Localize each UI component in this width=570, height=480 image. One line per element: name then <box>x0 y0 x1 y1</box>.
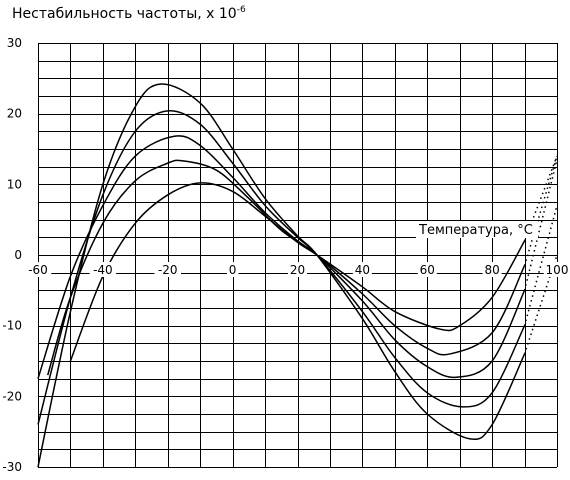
y-tick-label-1: 20 <box>7 107 22 121</box>
curves <box>37 83 558 468</box>
x-tick-bg-3 <box>226 262 239 277</box>
x-tick-label-5: 40 <box>355 263 370 277</box>
y-tick-label-6: -30 <box>2 460 22 474</box>
x-tick-bg-6 <box>417 262 437 277</box>
x-tick-bg-2 <box>154 262 181 277</box>
x-tick-bg-8 <box>543 262 570 277</box>
curve-2-dotted <box>523 159 558 291</box>
y-tick-label-0: 30 <box>7 36 22 50</box>
x-axis-label-background <box>416 221 538 238</box>
curve-1-dotted <box>523 205 558 326</box>
curve-3-solid <box>47 159 526 376</box>
y-tick-label-5: -20 <box>2 389 22 403</box>
x-tick-label-7: 80 <box>484 263 499 277</box>
curve-1-solid <box>37 109 526 425</box>
x-tick-label-0: -60 <box>28 263 48 277</box>
grid <box>38 43 558 468</box>
x-tick-label-8: 100 <box>546 263 569 277</box>
y-tick-labels: 30 20 10 0 -10 -20 -30 <box>2 36 22 474</box>
x-tick-label-1: -40 <box>93 263 113 277</box>
chart-title-exponent: -6 <box>237 5 246 15</box>
x-tick-bg-1 <box>89 262 117 277</box>
chart-title-main: Нестабильность частоты, х 10 <box>12 6 237 22</box>
curve-2-solid <box>37 135 526 379</box>
x-tick-bg-5 <box>352 262 372 277</box>
curve-4-solid <box>69 182 526 362</box>
curve-3-dotted <box>523 155 558 266</box>
x-tick-labels: -60 -40 -20 0 20 40 60 80 100 <box>24 262 570 277</box>
curve-0-solid <box>37 83 526 468</box>
x-tick-label-2: -20 <box>158 263 178 277</box>
x-tick-label-6: 60 <box>420 263 435 277</box>
y-tick-label-3: 0 <box>14 248 22 262</box>
y-tick-label-4: -10 <box>2 319 22 333</box>
x-axis-label: Температура, °С <box>418 223 533 238</box>
y-tick-label-2: 10 <box>7 177 22 191</box>
x-tick-bg-4 <box>288 262 307 277</box>
x-tick-bg-7 <box>482 262 502 277</box>
x-tick-label-3: 0 <box>229 263 237 277</box>
x-tick-label-4: 20 <box>290 263 305 277</box>
x-tick-bg-0 <box>24 262 52 277</box>
chart-title: Нестабильность частоты, х 10-6 <box>12 5 246 22</box>
